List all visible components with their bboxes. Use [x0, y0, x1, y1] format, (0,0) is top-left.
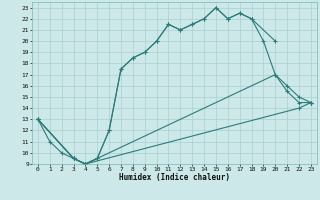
X-axis label: Humidex (Indice chaleur): Humidex (Indice chaleur) [119, 173, 230, 182]
